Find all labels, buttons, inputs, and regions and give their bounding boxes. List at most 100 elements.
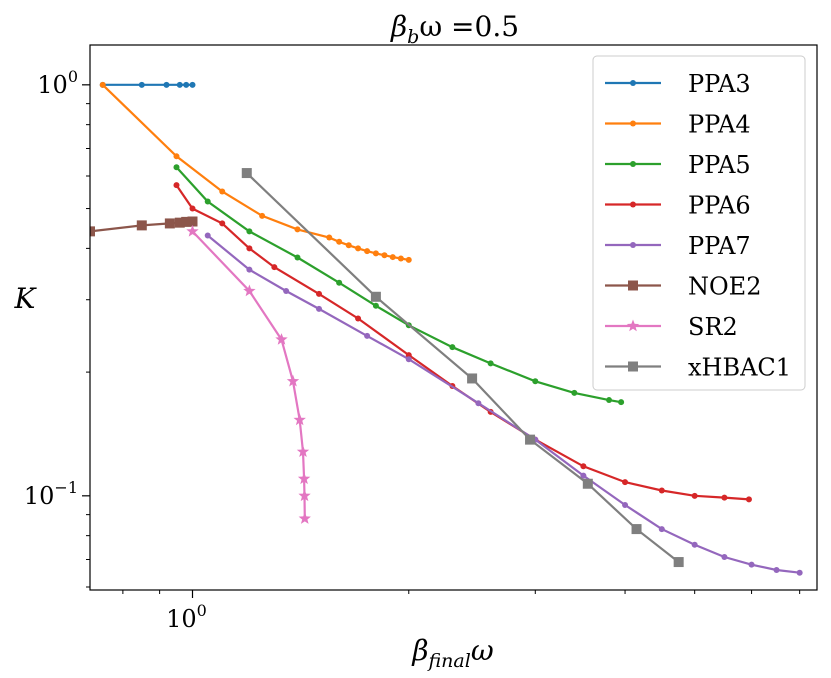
legend-item-noe2: NOE2: [605, 273, 761, 301]
series-noe2: [90, 216, 198, 237]
x-tick-label: 100: [166, 601, 207, 633]
data-point-sr2: [298, 489, 311, 502]
legend-marker: [630, 242, 636, 248]
legend-item-ppa4: PPA4: [605, 111, 751, 139]
data-point-ppa7: [405, 356, 412, 363]
series-sr2: [186, 224, 311, 524]
legend-item-xhbac1: xHBAC1: [605, 354, 791, 382]
data-point-xhbac1: [370, 291, 381, 302]
data-point-ppa4: [372, 250, 379, 257]
legend-box: [592, 55, 806, 391]
data-point-ppa5: [173, 164, 180, 171]
data-point-noe2: [164, 218, 175, 229]
legend-item-ppa5: PPA5: [605, 151, 751, 179]
axes-frame: [89, 44, 818, 591]
data-point-ppa4: [381, 252, 388, 259]
legend-marker: [628, 361, 638, 372]
legend-item-ppa3: PPA3: [605, 70, 751, 98]
data-point-ppa3: [189, 81, 196, 88]
data-point-noe2: [187, 216, 198, 227]
series-line-ppa7: [207, 234, 800, 574]
data-point-noe2: [174, 217, 185, 228]
data-point-xhbac1: [525, 434, 536, 445]
y-tick-label: 10−1: [24, 478, 78, 510]
data-point-ppa6: [691, 492, 698, 499]
data-point-ppa4: [355, 245, 362, 252]
data-point-xhbac1: [673, 557, 684, 568]
axis-ticks: 100 100 10−1: [24, 67, 801, 633]
data-point-ppa4: [99, 81, 106, 88]
legend: PPA3 PPA4 PPA5 PPA6 PPA7 NOE2 SR2 xHBAC1: [592, 55, 806, 391]
data-point-ppa5: [532, 378, 539, 385]
data-point-ppa5: [487, 360, 494, 367]
data-point-ppa5: [336, 279, 343, 286]
data-point-ppa4: [294, 226, 301, 233]
data-point-sr2: [286, 374, 300, 387]
data-point-ppa6: [173, 182, 180, 189]
data-point-ppa7: [691, 541, 698, 548]
data-point-ppa3: [163, 81, 170, 88]
data-point-ppa5: [204, 198, 211, 205]
legend-item-ppa7: PPA7: [605, 232, 751, 260]
legend-marker: [630, 161, 636, 167]
data-point-ppa5: [606, 397, 613, 404]
x-axis-label: βfinalω: [411, 634, 494, 672]
legend-item-ppa6: PPA6: [605, 192, 751, 220]
data-point-ppa6: [355, 315, 362, 322]
data-point-ppa5: [618, 399, 625, 406]
data-point-ppa6: [316, 290, 323, 297]
legend-label: PPA7: [688, 232, 751, 260]
legend-label: PPA3: [688, 70, 751, 98]
data-point-ppa5: [294, 254, 301, 261]
plot-area: [90, 81, 803, 576]
data-point-sr2: [275, 333, 288, 345]
data-point-ppa4: [397, 255, 404, 262]
data-point-ppa4: [259, 212, 266, 219]
data-point-noe2: [90, 226, 95, 237]
data-point-ppa4: [345, 242, 352, 249]
data-point-xhbac1: [241, 168, 252, 179]
data-point-ppa7: [580, 472, 587, 479]
y-tick-label: 100: [37, 67, 78, 99]
title-rest: ω =0.5: [419, 10, 519, 43]
data-point-ppa7: [475, 400, 482, 407]
data-point-ppa3: [138, 81, 145, 88]
data-point-ppa7: [204, 232, 211, 239]
data-point-ppa6: [580, 463, 587, 470]
data-point-ppa3: [183, 81, 190, 88]
data-point-ppa6: [622, 479, 629, 486]
data-point-sr2: [296, 445, 310, 457]
data-point-ppa6: [189, 205, 196, 212]
data-point-sr2: [186, 224, 199, 237]
data-point-sr2: [243, 284, 256, 297]
data-point-ppa7: [658, 526, 665, 533]
data-point-xhbac1: [631, 524, 642, 535]
chart-title: βbω =0.5: [390, 10, 519, 48]
data-point-ppa6: [405, 352, 412, 359]
data-point-ppa7: [364, 332, 371, 339]
data-point-ppa6: [246, 245, 253, 252]
legend-marker: [630, 80, 636, 86]
xlabel-beta: β: [411, 634, 428, 667]
data-point-ppa4: [389, 254, 396, 261]
data-point-ppa5: [372, 302, 379, 309]
data-point-ppa7: [622, 501, 629, 508]
legend-label: PPA5: [688, 151, 751, 179]
y-axis-label: K: [14, 282, 38, 315]
legend-label: PPA4: [688, 111, 751, 139]
title-subscript: b: [407, 26, 419, 48]
data-point-ppa3: [176, 81, 183, 88]
data-point-sr2: [298, 512, 311, 524]
data-point-ppa4: [219, 188, 226, 195]
legend-marker: [628, 280, 638, 291]
data-point-ppa7: [773, 566, 780, 573]
data-point-ppa6: [658, 487, 665, 494]
data-point-noe2: [136, 220, 147, 231]
legend-label: SR2: [688, 313, 738, 341]
data-point-ppa5: [449, 344, 456, 351]
data-point-sr2: [297, 472, 311, 485]
series-ppa4: [99, 81, 412, 263]
data-point-ppa4: [173, 153, 180, 160]
legend-marker: [630, 201, 636, 208]
